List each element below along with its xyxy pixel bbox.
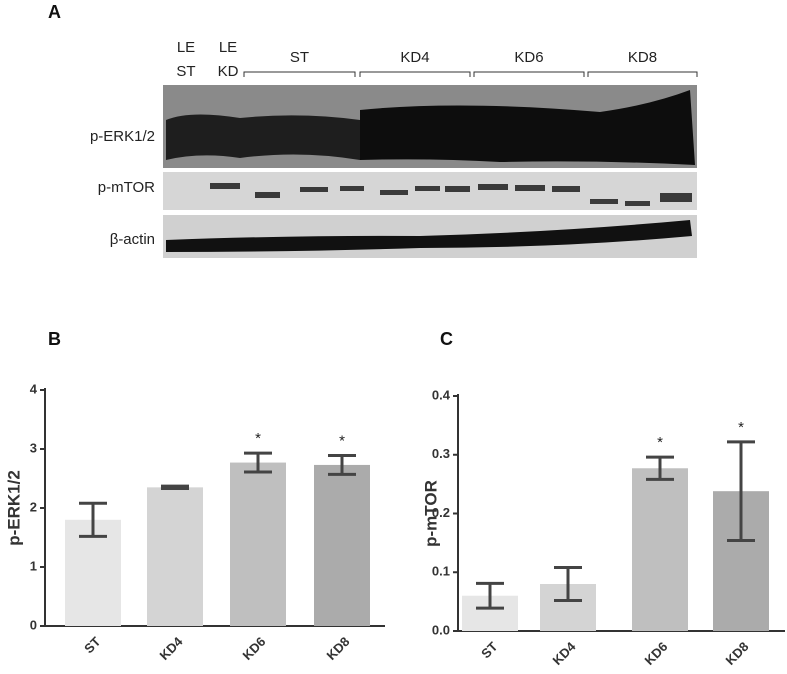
bar [632, 468, 688, 631]
group-label: KD8 [628, 49, 657, 66]
y-tick-label: 2 [30, 499, 37, 514]
error-bar [161, 484, 189, 491]
group-label: KD4 [400, 49, 429, 66]
bar [314, 464, 370, 626]
y-tick-label: 0.1 [432, 564, 450, 579]
significance: * [738, 419, 744, 436]
blot-image [163, 85, 697, 258]
lane-label: KD [218, 63, 239, 80]
significance: * [657, 434, 663, 451]
x-tick-label: ST [81, 634, 103, 656]
lane-label: ST [176, 63, 195, 80]
bar [230, 462, 286, 626]
group-label: ST [290, 49, 309, 66]
panel-label: C [440, 329, 453, 349]
y-tick-label: 0 [30, 617, 37, 632]
group-label: KD6 [514, 49, 543, 66]
y-axis-label: p-ERK1/2 [4, 470, 23, 546]
x-tick-label: KD4 [157, 633, 187, 663]
y-tick-label: 0.4 [432, 387, 451, 402]
panel-label: B [48, 329, 61, 349]
lane-label: LE [219, 39, 237, 56]
error-bar [727, 440, 755, 543]
row-label: p-mTOR [98, 179, 155, 196]
y-axis-label: p-mTOR [421, 480, 440, 547]
group-bracket [473, 71, 585, 77]
lane-label: LE [177, 39, 195, 56]
error-bar [328, 453, 356, 476]
error-bar [79, 501, 107, 538]
x-tick-label: ST [478, 639, 500, 661]
group-bracket [587, 71, 698, 77]
y-tick-label: 0.3 [432, 446, 450, 461]
error-bar [244, 451, 272, 474]
error-bar [554, 566, 582, 602]
significance: * [339, 432, 345, 449]
y-tick-label: 4 [30, 381, 38, 396]
row-label: p-ERK1/2 [90, 128, 155, 145]
significance: * [255, 430, 261, 447]
x-tick-label: KD4 [550, 638, 580, 668]
y-tick-label: 1 [30, 558, 37, 573]
panel-label: A [48, 2, 61, 22]
y-tick-label: 3 [30, 440, 37, 455]
x-tick-label: KD8 [723, 639, 752, 668]
group-bracket [243, 71, 356, 77]
x-tick-label: KD6 [240, 634, 269, 663]
y-tick-label: 0.0 [432, 622, 450, 637]
group-bracket [359, 71, 471, 77]
x-tick-label: KD6 [642, 639, 671, 668]
error-bar [646, 455, 674, 481]
error-bar [476, 581, 504, 610]
bar [147, 487, 203, 626]
row-label: β-actin [110, 231, 155, 248]
y-tick-label: 0.2 [432, 505, 450, 520]
x-tick-label: KD8 [324, 634, 353, 663]
